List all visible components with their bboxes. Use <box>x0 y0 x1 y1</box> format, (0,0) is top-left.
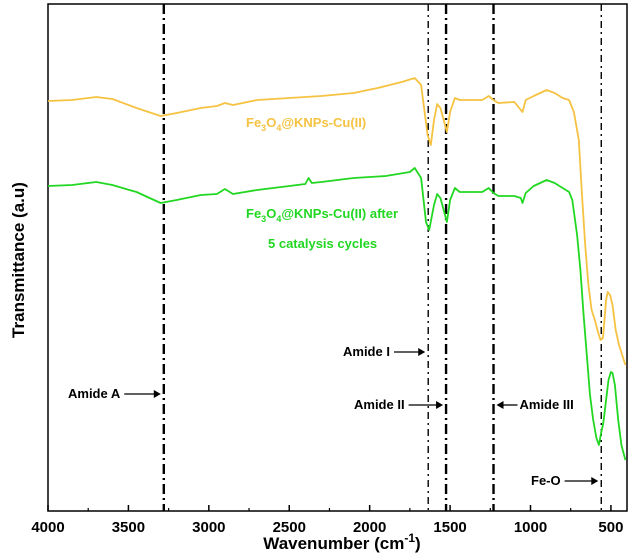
reference-lines <box>162 4 602 511</box>
arrow-head <box>153 390 161 398</box>
y-axis-title: Transmittance (a.u) <box>9 182 28 338</box>
annotation-label: Amide II <box>354 397 405 412</box>
x-tick-label: 3000 <box>192 519 225 536</box>
series-lines <box>47 77 627 461</box>
x-tick-label: 1500 <box>433 519 466 536</box>
series-labels: Fe3O4@KNPs-Cu(II) Fe3O4@KNPs-Cu(II) after… <box>246 115 398 251</box>
x-tick-label: 2500 <box>273 519 306 536</box>
x-tick-label: 3500 <box>112 519 145 536</box>
arrow-head <box>436 401 444 409</box>
x-tick-label: 4000 <box>31 519 64 536</box>
arrow-head <box>591 477 599 485</box>
arrow-head <box>418 348 426 356</box>
annotation-label: Fe-O <box>531 473 561 488</box>
series-line <box>47 167 627 461</box>
series-line <box>47 77 627 366</box>
series-label: Fe3O4@KNPs-Cu(II) <box>246 115 366 133</box>
annotations: Amide A Amide I Amide II Amide III Fe-O <box>68 344 599 488</box>
x-axis-title: Wavenumber (cm-1) <box>263 531 420 553</box>
arrow-head <box>496 401 504 409</box>
x-tick-label: 1000 <box>514 519 547 536</box>
annotation-label: Amide I <box>343 344 390 359</box>
plot-frame <box>47 3 628 512</box>
series-label: Fe3O4@KNPs-Cu(II) after <box>246 206 398 224</box>
x-tick-label: 500 <box>598 519 623 536</box>
x-tick-label: 2000 <box>353 519 386 536</box>
x-axis-ticks: 4000 3500 3000 2500 2000 1500 1000 500 <box>31 505 623 536</box>
series-label-line2: 5 catalysis cycles <box>268 236 377 251</box>
annotation-label: Amide A <box>68 386 121 401</box>
plot-border <box>47 3 628 512</box>
annotation-label: Amide III <box>520 397 574 412</box>
